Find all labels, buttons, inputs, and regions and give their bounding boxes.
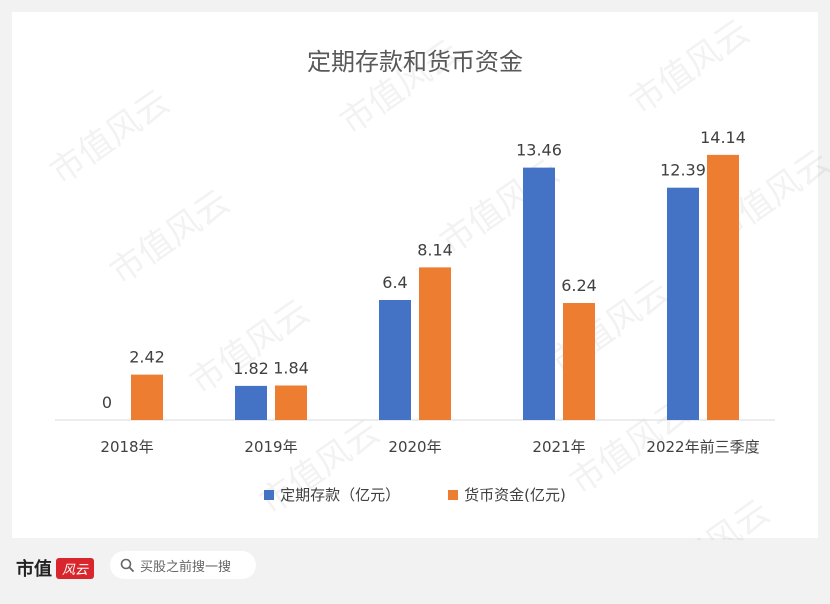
data-label: 12.39 <box>660 161 706 180</box>
search-box[interactable]: 买股之前搜一搜 <box>110 551 256 579</box>
legend-item-deposit: 定期存款（亿元） <box>264 484 400 505</box>
x-tick-label: 2021年 <box>532 438 585 456</box>
bar <box>275 385 307 420</box>
data-label: 2.42 <box>129 348 165 367</box>
legend-label: 货币资金(亿元) <box>464 486 566 504</box>
legend-label: 定期存款（亿元） <box>280 486 401 504</box>
data-label: 14.14 <box>700 128 746 147</box>
legend-swatch <box>264 489 275 500</box>
data-label: 6.4 <box>382 273 407 292</box>
bar <box>563 303 595 420</box>
x-tick-label: 2019年 <box>244 438 297 456</box>
logo-text: 市值 <box>16 559 52 580</box>
footer-bar: 市值 风云 买股之前搜一搜 <box>0 540 830 592</box>
bar <box>379 300 411 420</box>
bar <box>131 374 163 420</box>
x-tick-label: 2020年 <box>388 438 441 456</box>
legend-swatch <box>448 489 459 500</box>
bar-chart: 2018年 0 2.42 2019年 1.82 1.84 2020年 6.4 8.14 2021年… <box>55 128 775 456</box>
search-icon <box>120 558 134 572</box>
logo-badge: 风云 <box>56 557 95 579</box>
data-label: 1.82 <box>233 359 269 378</box>
bar <box>419 267 451 420</box>
data-label: 6.24 <box>561 276 597 295</box>
bar <box>523 167 555 420</box>
x-tick-label: 2018年 <box>100 438 153 456</box>
chart-title: 定期存款和货币资金 <box>307 48 523 76</box>
bar <box>667 187 699 420</box>
bar <box>707 154 739 420</box>
data-label: 1.84 <box>273 359 309 378</box>
chart-legend: 定期存款（亿元） 货币资金(亿元) <box>0 484 830 505</box>
x-tick-label: 2022年前三季度 <box>646 438 759 456</box>
data-label: 13.46 <box>516 141 562 160</box>
search-placeholder: 买股之前搜一搜 <box>140 559 232 575</box>
brand-logo[interactable]: 市值 风云 <box>16 555 95 581</box>
data-label: 8.14 <box>417 240 453 259</box>
bar <box>235 385 267 420</box>
data-label: 0 <box>102 393 112 412</box>
legend-item-cash: 货币资金(亿元) <box>448 484 566 505</box>
